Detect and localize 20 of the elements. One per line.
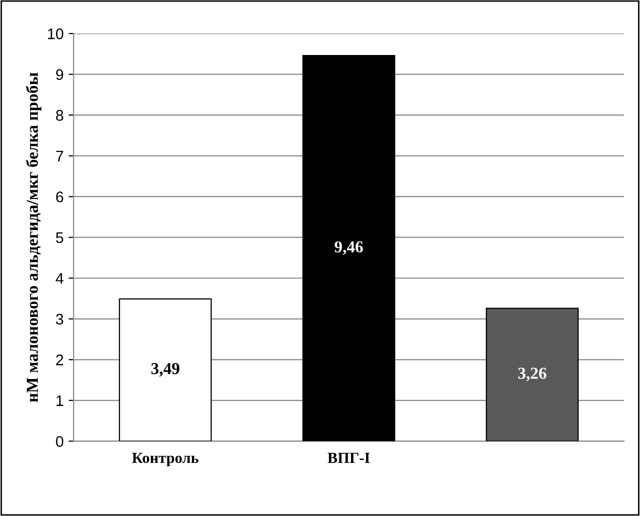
bar xyxy=(118,298,212,442)
y-tick-label: 6 xyxy=(56,191,64,202)
y-tick-label: 7 xyxy=(56,150,64,162)
y-tick-label: 8 xyxy=(56,110,64,121)
y-tick-label: 2 xyxy=(56,354,64,366)
bar xyxy=(486,308,579,442)
y-tick-label: 4 xyxy=(56,273,64,284)
y-tick-label: 10 xyxy=(48,28,64,40)
y-tick-label: 3 xyxy=(56,314,64,325)
y-axis-title: нМ малонового альдегида/мкг белка пробы xyxy=(26,72,42,402)
y-tick-label: 1 xyxy=(56,395,64,406)
y-tick-label: 0 xyxy=(56,436,64,447)
bar xyxy=(302,55,396,442)
y-tick-label: 9 xyxy=(56,69,64,80)
x-tick-label: ВПГ-I xyxy=(328,452,370,463)
data-label: 3,49 xyxy=(151,363,180,377)
data-label: 3,26 xyxy=(518,368,546,382)
x-tick-label: Контроль xyxy=(132,452,198,466)
data-label: 9,46 xyxy=(334,241,363,255)
y-tick-label: 5 xyxy=(56,232,64,244)
